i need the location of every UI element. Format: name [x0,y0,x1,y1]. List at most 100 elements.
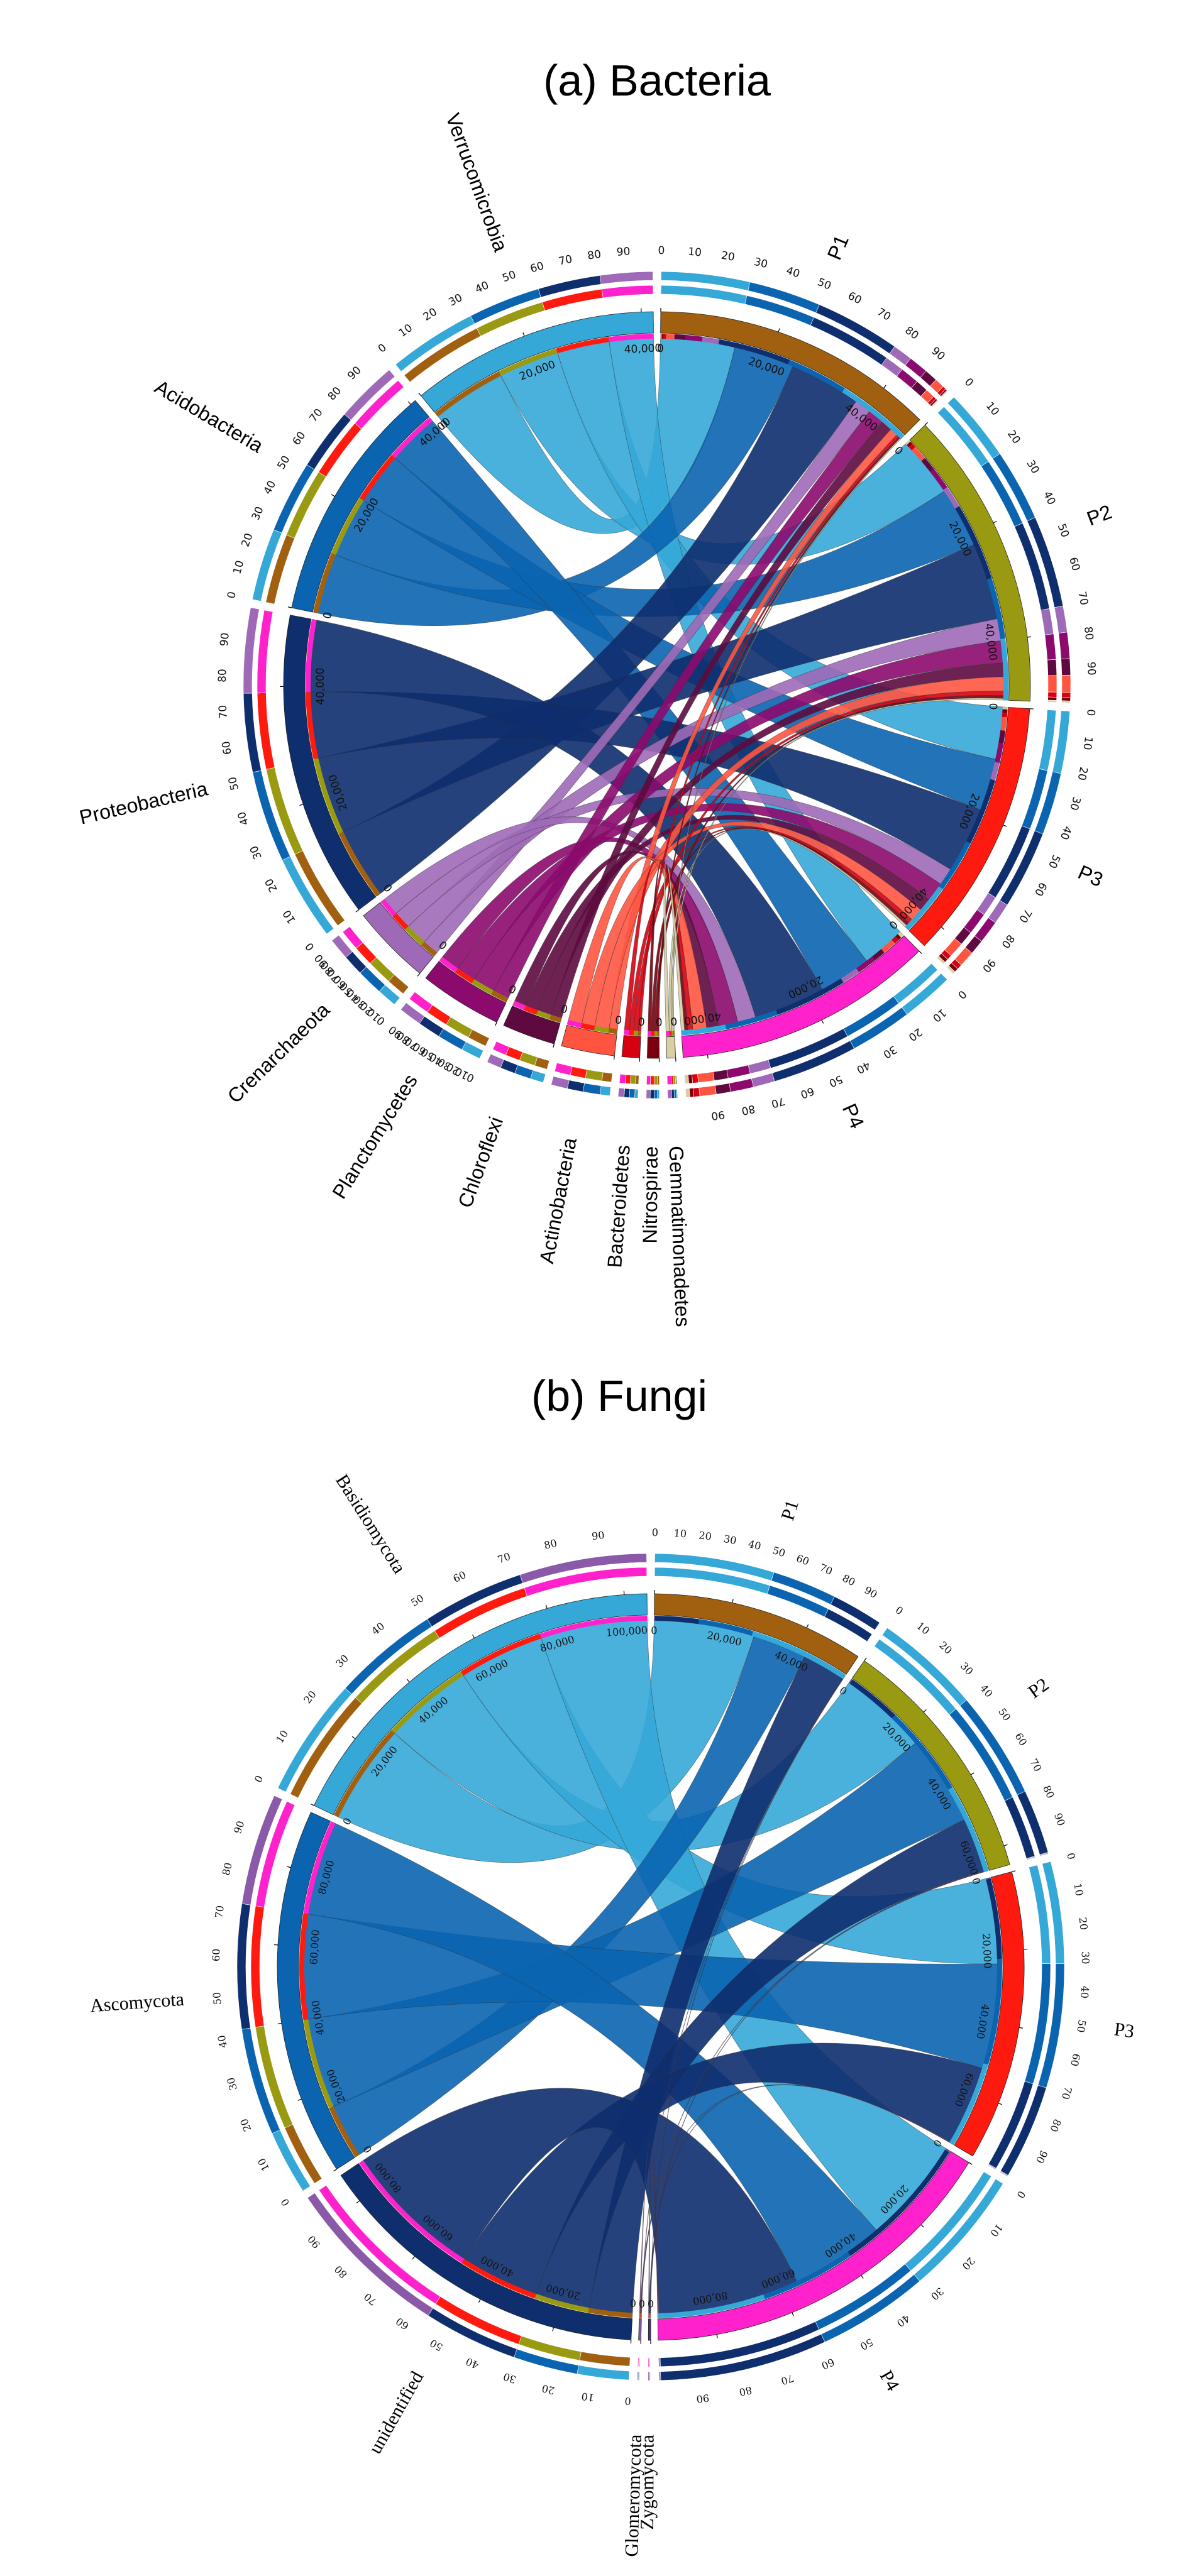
arc-strip-p3-0 [1002,706,1008,710]
arc-strip-p3-1 [985,1878,991,1880]
count-tick [545,1604,548,1609]
pct-tick-label: 60 [846,290,863,307]
arc-chloroflexi [503,1006,561,1044]
count-tick [355,909,360,913]
pct-tick-label: 30 [753,256,769,271]
arc-strip-p2-8 [986,578,1006,639]
pct-ring-p3-1-4 [999,2171,1008,2177]
pct-ring-nitrospirae-1-2 [649,1089,654,1099]
count-tick [707,1055,709,1059]
pct-ring-zygomycota-1-3 [648,2371,649,2381]
pct-tick-label: 30 [1067,795,1083,811]
pct-ring-actinobacteria-1-1 [582,1083,602,1095]
group-label-basidiomycota: Basidiomycota [331,1471,409,1577]
group-label-chloroflexi: Chloroflexi [453,1114,507,1210]
pct-ring-p2-1-9 [1061,700,1071,703]
pct-tick-label: 40 [473,279,491,296]
count-tick [287,606,292,608]
arc-strip-p4-8 [725,1010,778,1030]
pct-tick-label: 70 [770,1094,786,1110]
arc-basidiomycota [313,1593,648,1816]
pct-ring-p4-0-5 [712,1069,729,1081]
pct-tick-label: 0 [1064,1851,1078,1861]
pct-tick-label: 40 [747,1538,762,1552]
group-label-p3: P3 [1074,860,1106,891]
pct-tick-label: 60 [529,260,545,275]
count-tick [1012,1870,1016,1872]
pct-tick-label: 90 [218,632,232,647]
arc-strip-p2-5 [930,469,947,490]
pct-tick-label: 80 [543,1537,558,1552]
pct-ring-p4-1-7 [693,1087,700,1097]
pct-tick-label: 20 [937,1639,954,1657]
pct-tick-label: 10 [1080,736,1095,751]
count-tick [732,1599,734,1603]
group-label-glomeromycota: Glomeromycota [621,2434,646,2557]
group-label-unidentified: unidentified [365,2368,428,2457]
arc-strip-proteobacteria-2 [306,692,319,760]
pct-ring-basidiomycota-1-3 [519,1553,647,1584]
pct-tick-label: 20 [421,305,439,323]
pct-tick-label: 50 [226,776,241,792]
pct-tick-label: 0 [1014,2189,1028,2201]
arc-strip-zygomycota-3 [648,2313,649,2318]
count-tick [418,392,422,397]
pct-tick-label: 80 [902,324,920,343]
pct-ring-glomeromycota-1-3 [637,2371,639,2381]
arc-strip-p3-9 [905,886,943,931]
pct-tick-label: 70 [1075,591,1090,606]
count-tick-label: 0 [639,2298,646,2310]
arc-strip-planctomycetes-3 [439,956,458,973]
arc-strip-nitrospirae-3 [648,1031,651,1036]
pct-tick-label: 10 [687,246,702,260]
arc-strip-actinobacteria-1 [594,1026,609,1033]
arc-strip-p1-9 [842,388,905,439]
pct-ring-bacteroidetes-1-2 [624,1088,631,1098]
arc-strip-unidentified-3 [359,2160,465,2264]
pct-ring-bacteroidetes-1-1 [629,1088,636,1099]
arc-strip-actinobacteria-2 [580,1022,595,1031]
pct-tick-label: 70 [307,407,325,425]
pct-ring-p4-1-6 [698,1085,717,1097]
pct-ring-p2-0-3 [1041,608,1054,635]
pct-ring-p2-0-4 [1044,633,1057,660]
count-tick [778,328,780,332]
arc-strip-p3-4 [998,730,1006,744]
arc-strip-p1-2 [663,334,666,339]
pct-ring-p4-0-9 [684,1074,689,1084]
pct-ring-p1-1-9 [941,390,949,398]
arc-strip-proteobacteria-3 [306,619,317,693]
pct-ring-bacteroidetes-0-2 [624,1074,631,1084]
arc-strip-verrucomicrobia-2 [556,337,609,354]
arc-p3 [908,707,1030,946]
pct-ring-bacteroidetes-1-3 [617,1087,625,1098]
arc-strip-p4-1 [945,2149,950,2152]
arc-verrucomicrobia [421,311,654,413]
pct-tick-label: 90 [616,245,631,259]
arc-strip-p1-3 [666,334,675,339]
count-tick [821,1019,824,1024]
arc-p4 [681,935,920,1058]
count-tick-label: 0 [638,1014,645,1027]
pct-ring-p3-0-9 [936,956,946,965]
count-tick [998,2103,1002,2105]
pct-ring-acidobacteria-0-3 [354,380,404,430]
pct-tick-label: 90 [863,1584,880,1601]
arc-strip-zygomycota-1 [649,2313,651,2318]
pct-tick-label: 80 [332,2263,350,2281]
arc-strip-p1-1 [654,1616,655,1621]
pct-tick-label: 70 [818,1561,834,1577]
arc-strip-acidobacteria-0 [313,553,336,613]
arc-crenarchaeota [363,902,434,974]
count-tick-label: 0 [656,1015,663,1028]
arc-strip-nitrospirae-0 [657,1031,660,1036]
arc-strip-gemmatimonadetes-3 [666,1031,670,1036]
arc-strip-p4-6 [841,968,859,983]
arc-proteobacteria [283,615,377,911]
ribbon-gemmatimonadetes-p1 [672,434,905,1036]
pct-tick-label: 40 [785,265,802,281]
pct-ring-p1-0-0 [660,285,748,305]
pct-tick-label: 60 [798,1084,815,1100]
pct-tick-label: 90 [710,1108,726,1122]
